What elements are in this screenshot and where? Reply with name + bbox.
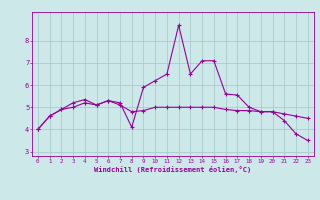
X-axis label: Windchill (Refroidissement éolien,°C): Windchill (Refroidissement éolien,°C): [94, 166, 252, 173]
